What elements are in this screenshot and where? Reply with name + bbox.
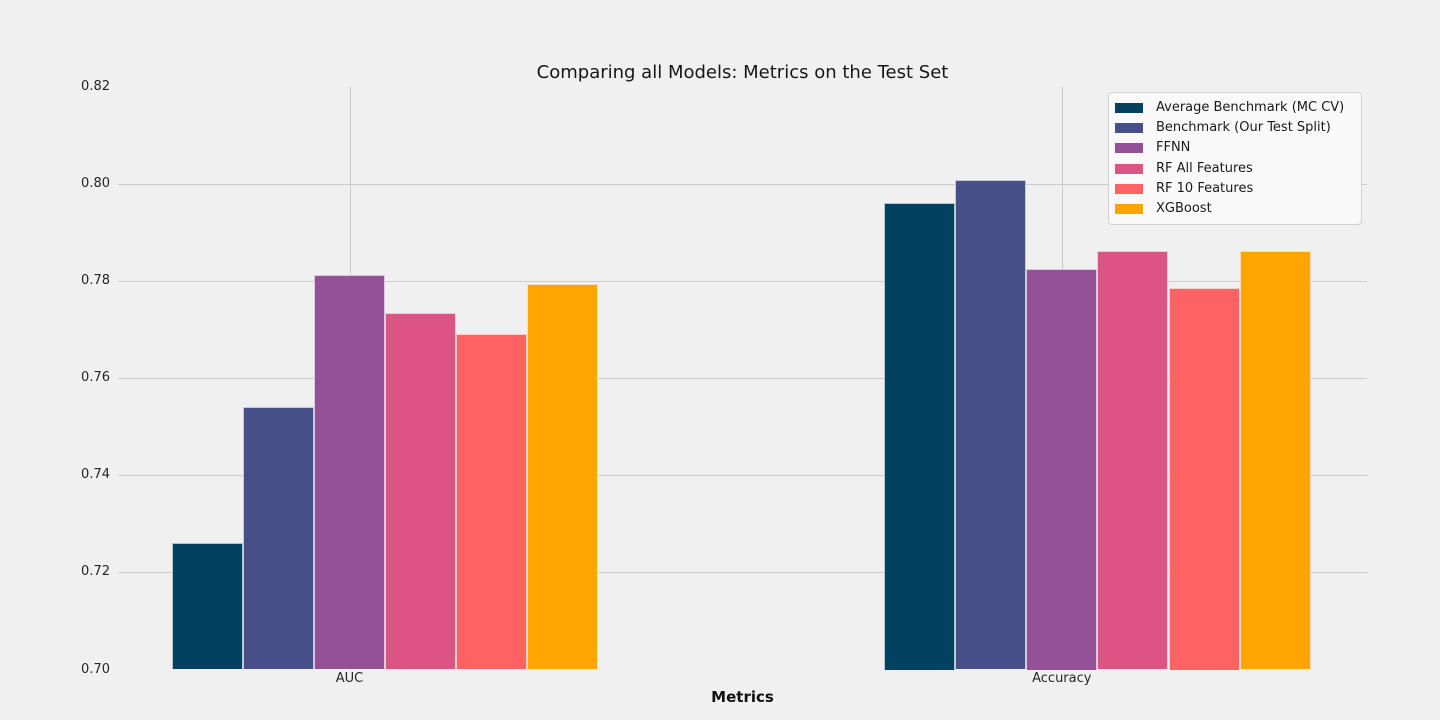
legend-item-xgboost: XGBoost — [1115, 199, 1357, 219]
bar-accuracy-average-benchmark-mc-cv — [884, 203, 956, 670]
legend-item-ffnn: FFNN — [1115, 138, 1357, 158]
bar-accuracy-rf-all-features — [1097, 251, 1169, 670]
ytick-label-0.74: 0.74 — [81, 467, 110, 483]
ytick-label-0.82: 0.82 — [81, 79, 110, 94]
bar-auc-rf-all-features — [385, 313, 457, 670]
legend-item-average-benchmark-mc-cv: Average Benchmark (MC CV) — [1115, 98, 1357, 118]
h-gridline-0.78 — [118, 281, 1367, 283]
legend-item-benchmark-our-test-split: Benchmark (Our Test Split) — [1115, 118, 1357, 138]
h-gridline-0.74 — [118, 475, 1367, 477]
legend-label: Average Benchmark (MC CV) — [1156, 100, 1345, 116]
legend-label: FFNN — [1156, 140, 1191, 156]
bar-auc-xgboost — [527, 283, 599, 670]
ytick-label-0.78: 0.78 — [81, 273, 110, 289]
legend-label: RF 10 Features — [1156, 180, 1254, 196]
legend-swatch-icon — [1115, 204, 1143, 215]
h-gridline-0.8 — [118, 184, 1367, 186]
x-axis-title: Metrics — [711, 688, 774, 706]
ytick-label-0.70: 0.70 — [81, 661, 110, 677]
ytick-label-0.76: 0.76 — [81, 370, 110, 386]
legend: Average Benchmark (MC CV) Benchmark (Our … — [1108, 92, 1362, 226]
bar-auc-benchmark-our-test-split — [242, 406, 314, 670]
legend-label: XGBoost — [1156, 201, 1212, 217]
ytick-label-0.80: 0.80 — [81, 176, 110, 192]
legend-label: RF All Features — [1156, 160, 1253, 176]
legend-swatch-icon — [1115, 163, 1143, 174]
bar-auc-average-benchmark-mc-cv — [171, 543, 243, 670]
legend-swatch-icon — [1115, 123, 1143, 134]
legend-swatch-icon — [1115, 103, 1143, 114]
h-gridline-0.72 — [118, 572, 1367, 574]
legend-swatch-icon — [1115, 143, 1143, 154]
bar-accuracy-rf-10-features — [1168, 288, 1240, 670]
ytick-label-0.72: 0.72 — [81, 564, 110, 580]
bar-auc-ffnn — [313, 274, 385, 670]
legend-swatch-icon — [1115, 183, 1143, 194]
bar-accuracy-benchmark-our-test-split — [955, 180, 1027, 670]
bar-accuracy-xgboost — [1239, 251, 1311, 670]
xtick-label-auc: AUC — [335, 671, 364, 686]
h-gridline-0.76 — [118, 378, 1367, 380]
bar-accuracy-ffnn — [1026, 269, 1098, 670]
legend-label: Benchmark (Our Test Split) — [1156, 120, 1331, 136]
chart-title: Comparing all Models: Metrics on the Tes… — [536, 62, 949, 83]
legend-item-rf-all-features: RF All Features — [1115, 159, 1357, 179]
bar-auc-rf-10-features — [456, 333, 528, 670]
legend-item-rf-10-features: RF 10 Features — [1115, 179, 1357, 199]
xtick-label-accuracy: Accuracy — [1032, 671, 1092, 686]
